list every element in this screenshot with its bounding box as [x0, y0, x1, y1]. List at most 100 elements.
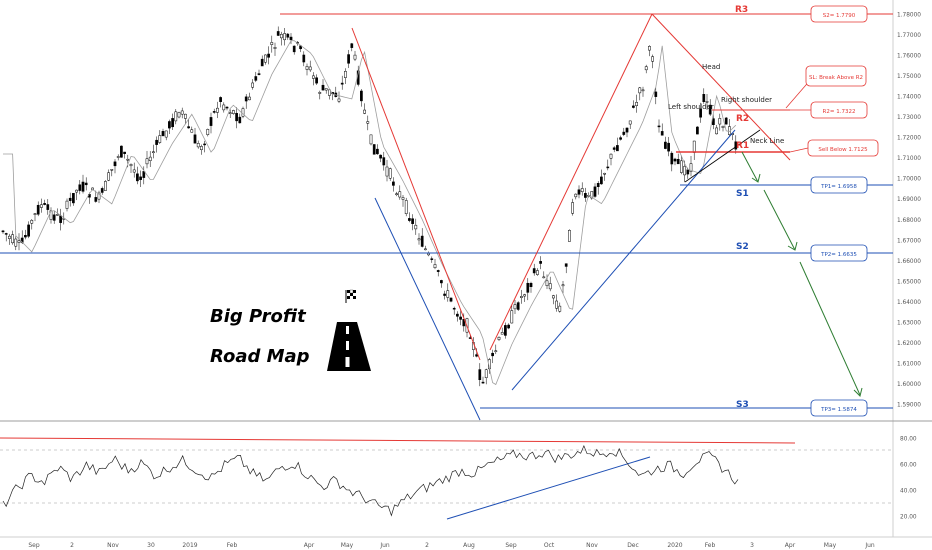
candle-body	[84, 182, 88, 186]
candle-body	[734, 141, 738, 150]
candle-body	[139, 176, 142, 180]
candle-body	[446, 290, 450, 298]
candle-body	[516, 302, 520, 310]
time-axis-labels: Sep 2 Nov 30 2019 Feb Apr May Jun 2 Aug Sep Oct Nov De…	[28, 542, 875, 549]
candle-body	[280, 33, 283, 39]
candle-body	[254, 76, 258, 81]
candle-body	[187, 126, 190, 129]
candle-body	[452, 307, 456, 310]
candle-body	[267, 53, 270, 58]
time-tick-label: Jun	[864, 542, 875, 549]
candle-body	[161, 131, 165, 137]
candle-body	[657, 125, 661, 128]
price-tick-label: 1.62000	[897, 341, 921, 347]
candle-body	[545, 280, 549, 286]
tp2-box: TP2= 1.6635	[810, 244, 868, 262]
price-tick-label: 1.65000	[897, 279, 921, 285]
candle-body	[664, 141, 667, 149]
candlestick-series	[1, 26, 738, 387]
candle-body	[449, 297, 453, 302]
rsi-tick-label: 40.00	[900, 489, 917, 495]
candle-body	[644, 66, 648, 71]
candle-body	[552, 295, 555, 299]
target-arrows	[741, 151, 863, 397]
candle-body	[648, 46, 651, 51]
candle-body	[497, 336, 501, 340]
candle-body	[680, 160, 683, 173]
price-tick-label: 1.67000	[897, 238, 921, 244]
candle-body	[590, 191, 594, 199]
candle-body	[315, 77, 318, 84]
candle-body	[14, 238, 18, 247]
headline-line2: Road Map	[210, 346, 310, 367]
candle-body	[65, 200, 69, 209]
time-tick-label: 2	[70, 542, 74, 549]
time-tick-label: Sep	[505, 542, 517, 549]
r1-label: R1	[736, 141, 749, 151]
s1-label: S1	[736, 189, 749, 199]
candle-body	[430, 258, 434, 260]
time-tick-label: 3	[750, 542, 754, 549]
svg-text:R2= 1.7322: R2= 1.7322	[823, 109, 856, 115]
candle-body	[481, 381, 485, 384]
head-label: Head	[702, 63, 720, 71]
candle-body	[104, 181, 107, 191]
time-tick-label: 2020	[667, 542, 682, 549]
r2-box: R2= 1.7322	[790, 101, 868, 119]
candle-body	[145, 158, 149, 165]
left-shoulder-label: Left shoulder	[668, 103, 714, 111]
candle-body	[238, 116, 242, 124]
candle-body	[456, 313, 459, 317]
candle-body	[360, 90, 363, 102]
candle-body	[308, 66, 312, 71]
candle-body	[510, 310, 514, 324]
neckline	[684, 129, 761, 183]
candle-body	[504, 325, 507, 336]
candle-body	[78, 184, 82, 191]
candle-body	[340, 82, 344, 85]
tp1-box: TP1= 1.6958	[810, 176, 868, 194]
candle-body	[436, 270, 440, 272]
candle-body	[366, 121, 370, 124]
candle-body	[692, 140, 696, 153]
candle-body	[603, 172, 606, 175]
price-tick-label: 1.64000	[897, 300, 921, 306]
price-tick-label: 1.66000	[897, 259, 921, 265]
candle-body	[478, 369, 482, 380]
candle-body	[222, 104, 226, 111]
candle-body	[123, 151, 126, 154]
candle-body	[433, 264, 437, 269]
candle-body	[401, 197, 405, 200]
candle-body	[219, 97, 222, 102]
candle-body	[388, 168, 392, 179]
candle-body	[216, 107, 219, 113]
candle-body	[24, 235, 27, 238]
candle-body	[328, 89, 331, 96]
candle-body	[494, 350, 498, 352]
svg-text:S2= 1.7790: S2= 1.7790	[823, 13, 856, 19]
candle-body	[440, 280, 443, 284]
candle-body	[705, 101, 709, 103]
svg-text:TP3= 1.5874: TP3= 1.5874	[820, 407, 857, 413]
time-tick-label: Feb	[227, 542, 238, 549]
candle-body	[699, 108, 702, 118]
candle-body	[94, 197, 98, 202]
candle-body	[193, 134, 197, 144]
time-tick-label: Apr	[785, 542, 796, 549]
road-with-checkered-flag-icon	[327, 289, 371, 371]
price-tick-label: 1.63000	[897, 320, 921, 326]
svg-text:SL: Break Above R2: SL: Break Above R2	[809, 75, 863, 81]
stop-loss-box: SL: Break Above R2	[785, 65, 867, 109]
candle-body	[609, 153, 613, 159]
candle-body	[484, 369, 488, 379]
candle-body	[347, 54, 350, 64]
time-tick-label: May	[341, 542, 354, 549]
candle-body	[654, 91, 658, 97]
r3-label: R3	[735, 5, 748, 15]
candle-body	[571, 202, 574, 214]
candle-body	[395, 193, 398, 196]
candle-body	[526, 282, 530, 293]
candle-body	[158, 135, 162, 143]
candle-body	[30, 220, 34, 224]
